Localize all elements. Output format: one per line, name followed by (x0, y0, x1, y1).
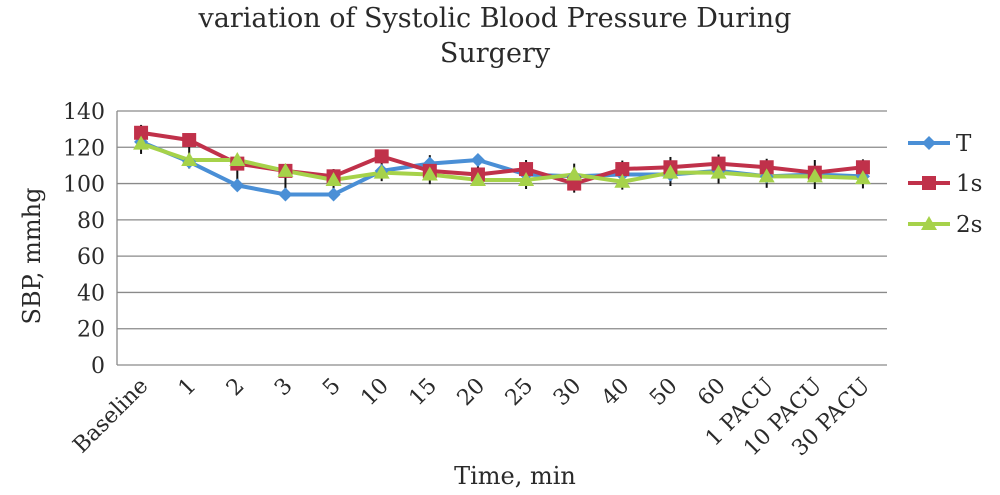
legend-label-T: T (956, 131, 972, 157)
gridlines (116, 110, 887, 366)
x-tick-label: 20 (453, 374, 490, 411)
legend-label-1s: 1s (956, 171, 982, 197)
legend-marker-2s (921, 216, 937, 230)
x-tick-label: 40 (597, 374, 634, 411)
x-tick-label: 10 (356, 374, 393, 411)
data-point-1s (711, 156, 726, 171)
x-tick-label: 3 (270, 374, 298, 402)
chart-title-line-2: Surgery (440, 38, 551, 69)
data-point-2s (373, 164, 390, 179)
y-tick-label: 20 (77, 318, 105, 343)
series-lines (140, 130, 864, 197)
x-tick-label: 30 (549, 374, 586, 411)
data-point-2s (614, 173, 631, 188)
legend-marker-T (922, 136, 936, 150)
data-point-T (326, 187, 341, 202)
data-point-2s (854, 170, 871, 185)
x-tick-label: Baseline (69, 374, 154, 459)
data-point-T (278, 187, 293, 202)
data-point-1s (519, 162, 534, 177)
x-tick-label: 60 (693, 374, 730, 411)
x-tick-label: 1 (174, 374, 202, 402)
y-tick-labels: 0 20 40 60 80 100 120 140 (63, 100, 105, 379)
legend: T 1s 2s (908, 131, 982, 238)
x-tick-label: 25 (501, 374, 538, 411)
data-point-2s (277, 162, 294, 177)
chart-title-line-1: variation of Systolic Blood Pressure Dur… (198, 3, 792, 34)
data-point-2s (566, 166, 583, 181)
x-axis-label: Time, min (454, 462, 576, 490)
y-tick-label: 120 (63, 136, 105, 161)
legend-marker-1s (922, 176, 936, 190)
data-point-2s (325, 171, 342, 186)
data-point-2s (662, 164, 679, 179)
data-point-2s (758, 168, 775, 183)
data-point-2s (229, 151, 246, 166)
data-point-T (470, 152, 485, 167)
data-point-1s (615, 162, 630, 177)
data-point-1s (182, 133, 197, 148)
legend-label-2s: 2s (956, 212, 982, 238)
data-point-2s (181, 151, 198, 166)
x-tick-label: 15 (405, 374, 442, 411)
x-tick-label: 2 (222, 374, 250, 402)
y-tick-label: 0 (91, 354, 105, 379)
y-tick-label: 80 (77, 209, 105, 234)
series-line-2s (140, 141, 864, 184)
data-point-T (230, 178, 245, 193)
data-point-2s (133, 135, 150, 150)
x-tick-label: 5 (318, 374, 346, 402)
y-tick-label: 140 (63, 100, 105, 125)
data-point-2s (710, 164, 727, 179)
data-point-1s (134, 125, 149, 140)
y-tick-label: 100 (63, 173, 105, 198)
data-point-1s (759, 160, 774, 175)
y-axis-label: SBP, mmhg (18, 188, 46, 325)
y-tick-label: 60 (77, 245, 105, 270)
data-point-2s (806, 168, 823, 183)
series-markers (133, 125, 871, 202)
data-point-2s (421, 166, 438, 181)
data-point-1s (855, 160, 870, 175)
data-point-2s (518, 171, 535, 186)
x-tick-label: 50 (645, 374, 682, 411)
data-point-1s (374, 149, 389, 164)
data-point-2s (469, 171, 486, 186)
y-tick-label: 40 (77, 281, 105, 306)
